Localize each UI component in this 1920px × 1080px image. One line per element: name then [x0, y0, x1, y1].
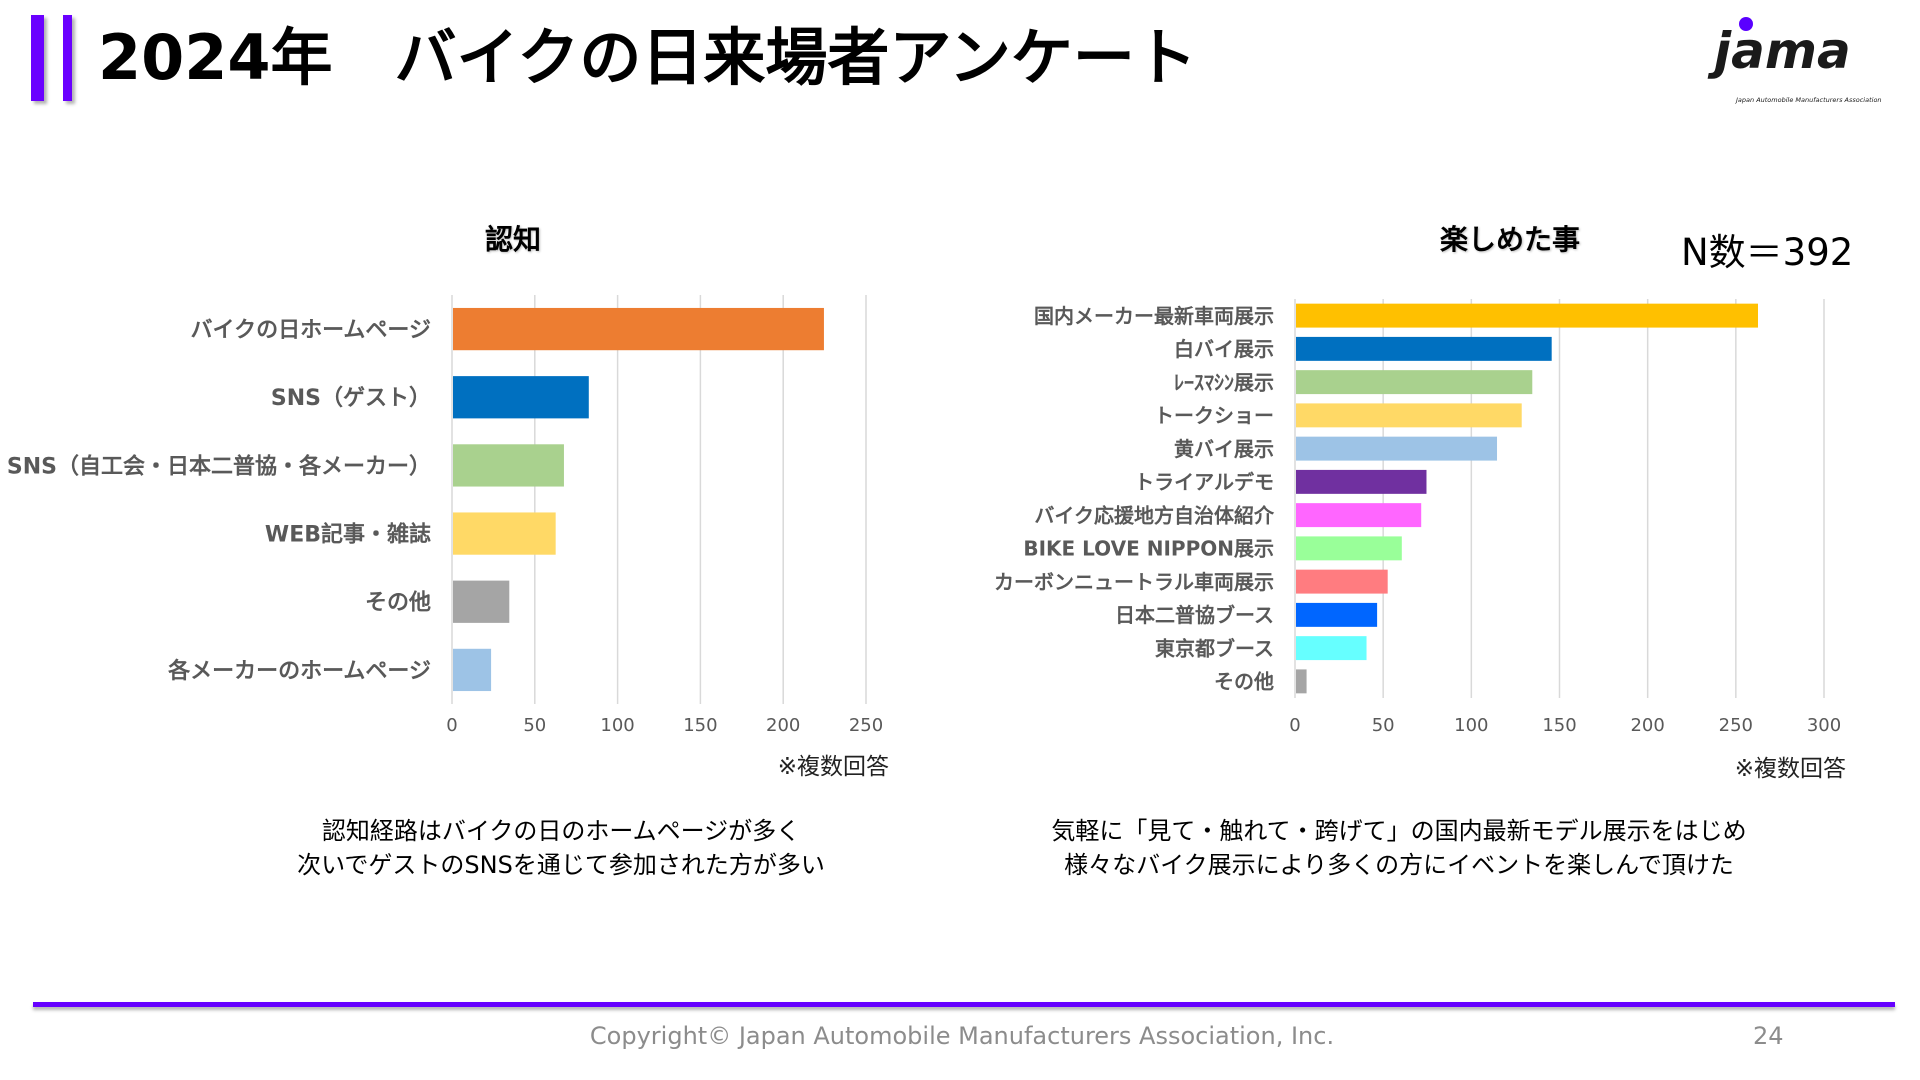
bar — [1296, 503, 1422, 528]
bar — [1296, 436, 1498, 461]
category-label: バイクの日ホームページ — [191, 318, 431, 343]
caption-right: 気軽に「見て・触れて・跨げて」の国内最新モデル展示をはじめ 様々なバイク展示によ… — [1051, 814, 1746, 882]
x-tick-label: 0 — [446, 715, 457, 736]
x-tick-label: 0 — [1289, 715, 1300, 736]
caption-right-line-2: 様々なバイク展示により多くの方にイベントを楽しんで頂けた — [1064, 851, 1734, 879]
x-tick-label: 150 — [1542, 715, 1576, 736]
caption-left-line-1: 認知経路はバイクの日のホームページが多く — [321, 817, 801, 845]
bar — [1296, 336, 1552, 361]
sample-size: N数＝392 — [1681, 231, 1854, 274]
category-label: トークショー — [1154, 404, 1274, 428]
category-label: ﾚｰｽﾏｼﾝ展示 — [1174, 370, 1274, 394]
multiple-answer-note-right: ※複数回答 — [1734, 756, 1846, 782]
chart-title-enjoyed: 楽しめた事 — [1439, 223, 1581, 256]
logo-dot — [1739, 17, 1753, 31]
footer-divider — [33, 1002, 1895, 1007]
bar — [1296, 403, 1522, 428]
x-tick-label: 200 — [1630, 715, 1664, 736]
category-label: トライアルデモ — [1134, 470, 1274, 494]
chart-title-awareness: 認知 — [484, 223, 542, 256]
awareness-chart: 0 50 100 150 200 250 バイクの日ホームページ SNS（ゲスト） SNS（自工… — [7, 295, 883, 736]
caption-left-line-2: 次いでゲストのSNSを通じて参加された方が多い — [297, 851, 825, 879]
logo-subtext: Japan Automobile Manufacturers Associati… — [1734, 96, 1882, 104]
x-tick-label: 100 — [1454, 715, 1488, 736]
category-label: 黄バイ展示 — [1174, 437, 1274, 461]
bar — [1296, 636, 1367, 661]
page-title: 2024年 バイクの日来場者アンケート — [98, 21, 1197, 94]
category-label: 各メーカーのホームページ — [167, 658, 431, 684]
bar — [453, 512, 556, 555]
x-tick-label: 150 — [683, 715, 717, 736]
caption-left: 認知経路はバイクの日のホームページが多く 次いでゲストのSNSを通じて参加された… — [297, 814, 825, 882]
category-label: WEB記事・雑誌 — [265, 522, 431, 548]
category-label: SNS（自工会・日本二普協・各メーカー） — [7, 453, 431, 479]
bar — [1296, 370, 1533, 395]
x-tick-label: 300 — [1807, 715, 1841, 736]
category-label: BIKE LOVE NIPPON展示 — [1023, 537, 1274, 561]
bar — [1296, 469, 1427, 494]
caption-right-line-1: 気軽に「見て・触れて・跨げて」の国内最新モデル展示をはじめ — [1051, 817, 1747, 845]
category-label: その他 — [1214, 670, 1274, 694]
copyright: Copyright© Japan Automobile Manufacturer… — [589, 1022, 1335, 1050]
category-label: 国内メーカー最新車両展示 — [1034, 304, 1274, 328]
category-label: 白バイ展示 — [1174, 337, 1274, 361]
bar — [1296, 569, 1388, 594]
category-label: SNS（ゲスト） — [271, 386, 431, 411]
x-tick-label: 100 — [600, 715, 634, 736]
category-label: 東京都ブース — [1155, 636, 1274, 660]
title-accent-bar — [31, 15, 76, 101]
x-tick-label: 50 — [523, 715, 546, 736]
bar — [1296, 669, 1307, 694]
category-label: カーボンニュートラル車両展示 — [994, 570, 1274, 594]
bar — [1296, 536, 1402, 561]
bar — [453, 307, 824, 351]
jama-logo: jama Japan Automobile Manufacturers Asso… — [1707, 17, 1882, 104]
bar — [453, 580, 510, 623]
bar — [1296, 303, 1758, 328]
x-tick-label: 50 — [1372, 715, 1395, 736]
bar — [453, 648, 492, 692]
logo-wordmark: jama — [1707, 22, 1851, 80]
bar — [453, 376, 589, 419]
bar — [1296, 602, 1378, 627]
x-tick-label: 250 — [849, 715, 883, 736]
page-number: 24 — [1753, 1022, 1784, 1050]
category-label: 日本二普協ブース — [1115, 603, 1274, 627]
category-label: バイク応援地方自治体紹介 — [1034, 503, 1275, 527]
bar — [453, 444, 564, 487]
category-label: その他 — [365, 591, 431, 616]
multiple-answer-note-left: ※複数回答 — [777, 754, 889, 780]
x-tick-label: 250 — [1719, 715, 1753, 736]
x-tick-label: 200 — [766, 715, 800, 736]
